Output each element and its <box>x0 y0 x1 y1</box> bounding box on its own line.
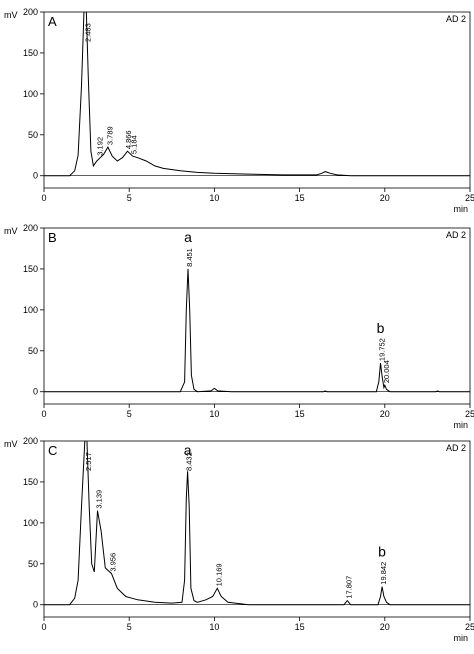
peak-annotation: b <box>378 544 386 560</box>
chromatogram-trace <box>44 268 470 393</box>
panel-letter: B <box>48 230 57 245</box>
peak-label: 8.432 <box>185 452 194 471</box>
chromatogram-panel-c: 0 50 100 150 200 0 5 10 15 20 25 mV min AD 2 C 2.517 3.1… <box>4 436 474 643</box>
x-axis-label: min <box>453 420 468 430</box>
x-axis-label: min <box>453 204 468 214</box>
x-tick-label: 15 <box>295 409 305 419</box>
peak-label: 10.169 <box>214 563 223 586</box>
x-tick-label: 10 <box>209 622 219 632</box>
x-tick-label: 10 <box>209 409 219 419</box>
y-tick-label: 200 <box>23 7 38 17</box>
detector-label: AD 2 <box>446 14 466 24</box>
plot-frame <box>43 440 471 618</box>
y-tick-label: 150 <box>23 264 38 274</box>
peak-annotation: a <box>184 442 192 458</box>
panel-letter: A <box>48 14 57 29</box>
y-tick-label: 100 <box>23 518 38 528</box>
y-tick-label: 150 <box>23 477 38 487</box>
chromatogram-trace <box>44 441 470 606</box>
chromatogram-trace <box>44 12 470 177</box>
y-tick-label: 0 <box>33 171 38 181</box>
chromatogram-panel-b: 0 50 100 150 200 0 5 10 15 20 25 mV min AD 2 B 8.451 19.… <box>4 223 474 430</box>
x-tick-label: 15 <box>295 193 305 203</box>
y-tick-label: 50 <box>28 346 38 356</box>
x-tick-label: 20 <box>380 622 390 632</box>
panel-letter: C <box>48 443 57 458</box>
peak-label: 17.807 <box>344 576 353 599</box>
x-tick-label: 0 <box>41 193 46 203</box>
peak-label: 3.956 <box>108 553 117 572</box>
y-tick-label: 50 <box>28 130 38 140</box>
x-tick-label: 5 <box>127 193 132 203</box>
y-tick-label: 100 <box>23 305 38 315</box>
x-tick-label: 5 <box>127 622 132 632</box>
peak-label: 2.483 <box>83 23 92 42</box>
y-axis-label: mV <box>4 226 18 236</box>
plot-frame <box>43 227 471 405</box>
y-tick-label: 150 <box>23 48 38 58</box>
x-tick-label: 20 <box>380 193 390 203</box>
peak-label: 5.184 <box>129 135 138 154</box>
peak-label: 3.192 <box>95 137 104 156</box>
peak-label: 20.004 <box>382 360 391 383</box>
peak-label: 19.752 <box>378 338 387 361</box>
x-tick-label: 5 <box>127 409 132 419</box>
x-tick-label: 0 <box>41 409 46 419</box>
chromatogram-panel-a: 0 50 100 150 200 0 5 10 15 20 25 mV min AD 2 A 2.483 3.1… <box>4 7 474 214</box>
x-tick-label: 0 <box>41 622 46 632</box>
y-axis-label: mV <box>4 439 18 449</box>
peak-annotation: b <box>377 320 385 336</box>
detector-label: AD 2 <box>446 443 466 453</box>
y-tick-label: 200 <box>23 223 38 233</box>
plot-frame <box>43 11 471 189</box>
detector-label: AD 2 <box>446 230 466 240</box>
y-tick-label: 0 <box>33 387 38 397</box>
x-tick-label: 15 <box>295 622 305 632</box>
peak-label: 4.866 <box>124 130 133 149</box>
y-tick-label: 0 <box>33 600 38 610</box>
x-tick-label: 25 <box>465 193 474 203</box>
peak-annotation: a <box>184 229 192 245</box>
peak-label: 3.139 <box>94 490 103 509</box>
x-tick-label: 10 <box>209 193 219 203</box>
y-tick-label: 200 <box>23 436 38 446</box>
x-tick-label: 25 <box>465 622 474 632</box>
peak-label: 3.789 <box>106 126 115 145</box>
x-tick-label: 20 <box>380 409 390 419</box>
y-axis-label: mV <box>4 10 18 20</box>
peak-label: 19.842 <box>379 562 388 585</box>
peak-label: 2.517 <box>84 452 93 471</box>
peak-label: 8.451 <box>185 248 194 267</box>
x-tick-label: 25 <box>465 409 474 419</box>
x-axis-label: min <box>453 633 468 643</box>
y-tick-label: 50 <box>28 559 38 569</box>
y-tick-label: 100 <box>23 89 38 99</box>
